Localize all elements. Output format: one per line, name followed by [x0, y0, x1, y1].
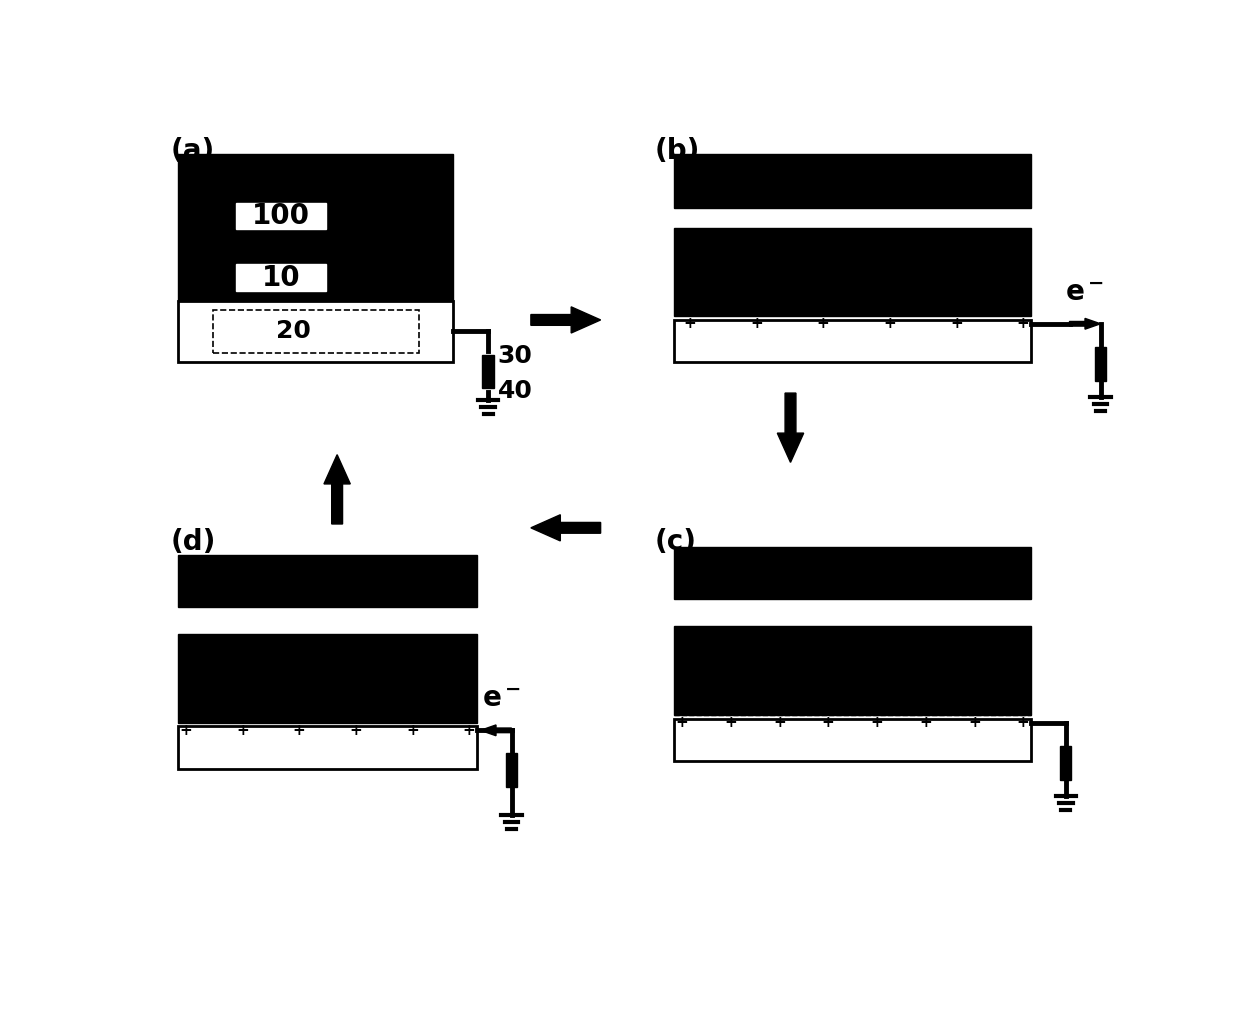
Bar	[237, 264, 325, 291]
Text: (a): (a)	[171, 137, 215, 166]
Text: +: +	[919, 715, 932, 730]
Bar	[179, 155, 454, 301]
Text: +: +	[293, 723, 305, 738]
Polygon shape	[531, 307, 600, 333]
Text: +: +	[817, 316, 830, 332]
Text: +: +	[750, 316, 763, 332]
Text: +: +	[950, 316, 962, 332]
Text: +: +	[463, 723, 475, 738]
Text: 30: 30	[497, 344, 532, 368]
Text: +: +	[773, 715, 786, 730]
Bar	[675, 155, 1030, 208]
Bar	[1060, 745, 1071, 780]
Bar	[675, 320, 1030, 362]
Text: (b): (b)	[655, 137, 701, 166]
Text: +: +	[350, 723, 362, 738]
Polygon shape	[324, 455, 351, 524]
Text: $\mathbf{e^-}$: $\mathbf{e^-}$	[1065, 279, 1105, 307]
Text: +: +	[236, 723, 249, 738]
Bar	[179, 301, 454, 362]
Polygon shape	[1069, 318, 1101, 330]
Text: 10: 10	[262, 263, 300, 292]
Text: +: +	[405, 723, 419, 738]
Polygon shape	[531, 515, 600, 541]
Text: +: +	[724, 715, 737, 730]
Bar	[482, 355, 494, 388]
Text: 100: 100	[252, 202, 310, 230]
Bar	[237, 202, 325, 229]
Text: 20: 20	[277, 319, 311, 344]
Text: +: +	[870, 715, 883, 730]
Bar	[506, 754, 517, 787]
Text: +: +	[683, 316, 696, 332]
Text: +: +	[822, 715, 835, 730]
Text: (d): (d)	[171, 528, 216, 556]
Text: +: +	[1017, 316, 1029, 332]
Bar	[213, 310, 419, 353]
Text: +: +	[676, 715, 688, 730]
Text: +: +	[1017, 715, 1029, 730]
Text: (c): (c)	[655, 528, 697, 556]
Bar	[675, 228, 1030, 316]
Bar	[675, 719, 1030, 761]
Text: +: +	[180, 723, 192, 738]
Bar	[675, 626, 1030, 715]
Polygon shape	[777, 394, 804, 463]
Text: +: +	[883, 316, 897, 332]
Bar	[1095, 347, 1106, 380]
Text: 40: 40	[497, 378, 532, 403]
Bar	[675, 547, 1030, 599]
Text: $\mathbf{e^-}$: $\mathbf{e^-}$	[482, 685, 521, 713]
Bar	[179, 726, 476, 769]
Polygon shape	[481, 725, 511, 735]
Bar	[179, 555, 476, 607]
Bar	[179, 634, 476, 723]
Text: +: +	[968, 715, 981, 730]
